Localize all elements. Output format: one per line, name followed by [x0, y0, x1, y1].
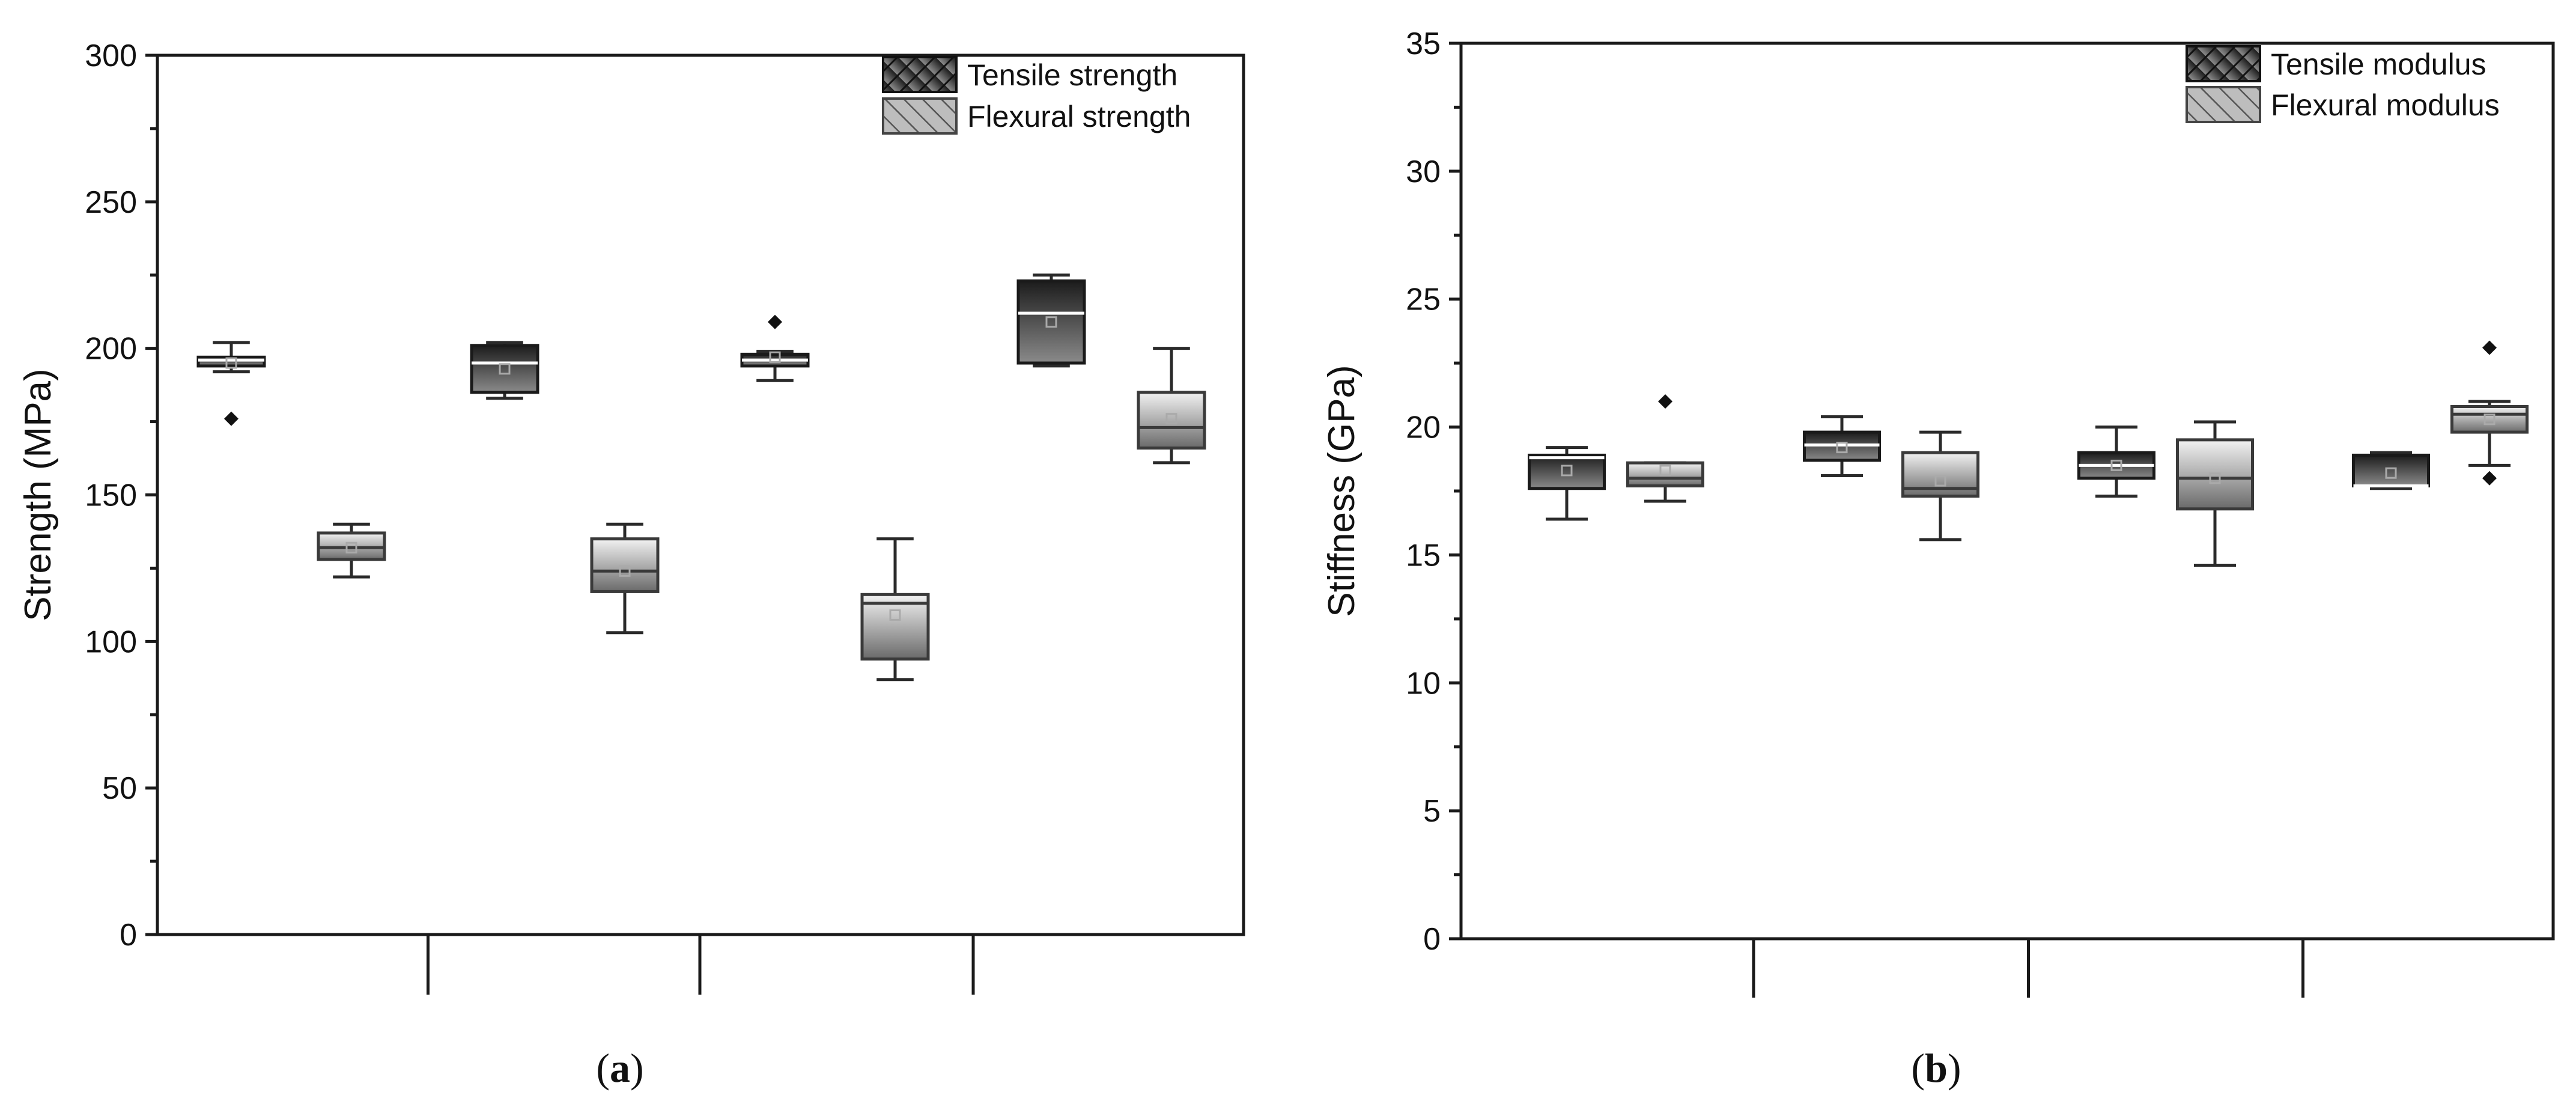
box-iqr [1016, 279, 1086, 365]
y-axis-label: Strength (MPa) [17, 368, 59, 621]
legend-swatch-flexural [2186, 86, 2261, 123]
tensile-box [470, 341, 539, 400]
panel-label-open: ( [1911, 1045, 1925, 1091]
flexural-box [1901, 430, 1979, 541]
y-tick-label: 25 [1406, 282, 1441, 317]
mean-marker [2483, 413, 2496, 425]
outlier-point [2482, 340, 2497, 355]
y-tick-label: 250 [85, 185, 137, 220]
y-tick-label: 150 [85, 478, 137, 513]
mean-marker [1659, 465, 1671, 477]
mean-marker [889, 609, 901, 621]
legend-label-flexural: Flexural strength [967, 100, 1191, 133]
legend-label-tensile: Tensile strength [967, 58, 1177, 92]
mean-marker [2110, 459, 2122, 471]
y-tick-label: 20 [1406, 410, 1441, 445]
mean-marker [1045, 316, 1057, 328]
mean-marker [499, 363, 511, 375]
box-iqr [2176, 438, 2254, 511]
mean-marker [2209, 472, 2221, 484]
y-tick-label: 35 [1406, 26, 1441, 61]
panel-label-close: ) [630, 1045, 644, 1091]
panel-label-close: ) [1948, 1045, 1961, 1091]
panel-a: 0 50 100 150 200 250 300 Strength (MPa) Tensile … [17, 38, 1245, 1091]
plot-frame [1459, 41, 2555, 941]
box-iqr [470, 344, 539, 394]
box-iqr [1528, 453, 1606, 490]
panel-b: 0 5 10 15 20 25 30 35 Stiffness (GPa) Tensile mod… [1321, 26, 2555, 1091]
panel-label-open: ( [596, 1045, 610, 1091]
panel-label-letter: a [610, 1045, 630, 1091]
y-tick-label: 100 [85, 624, 137, 659]
y-tick-label: 15 [1406, 538, 1441, 573]
tensile-box [1528, 446, 1606, 521]
y-tick-label: 200 [85, 332, 137, 367]
legend-label-tensile: Tensile modulus [2271, 47, 2486, 81]
flexural-box [860, 537, 930, 682]
flexural-box [317, 522, 386, 579]
box-iqr [2352, 453, 2430, 487]
outlier-point [224, 411, 238, 426]
mean-marker [619, 565, 631, 577]
y-tick-label: 0 [1423, 922, 1441, 957]
panel-label-letter: b [1925, 1045, 1948, 1091]
flexural-box [2176, 420, 2254, 567]
flexural-box [2450, 340, 2529, 486]
outlier-point [1658, 394, 1672, 409]
y-tick-label: 30 [1406, 154, 1441, 189]
legend-swatch-flexural [882, 97, 958, 135]
y-tick-label: 0 [120, 918, 137, 953]
panel-label: (a) [596, 1045, 643, 1091]
tensile-box [2077, 425, 2155, 498]
y-axis-label: Stiffness (GPa) [1321, 365, 1362, 617]
y-tick-label: 50 [102, 771, 137, 806]
flexural-box [590, 522, 660, 635]
mean-marker [1934, 475, 1946, 487]
tensile-box [1803, 415, 1881, 477]
panel-label: (b) [1911, 1045, 1961, 1091]
mean-marker [1165, 413, 1177, 425]
tensile-box [740, 314, 810, 382]
mean-marker [1561, 465, 1573, 477]
mean-marker [1836, 442, 1848, 454]
y-tick-label: 300 [85, 38, 137, 73]
mean-marker [345, 541, 357, 554]
mean-marker [2385, 467, 2397, 479]
box-iqr [2450, 405, 2529, 434]
tensile-box [2352, 451, 2430, 490]
mean-marker [225, 357, 237, 369]
y-tick-label: 10 [1406, 666, 1441, 701]
outlier-point [768, 314, 782, 329]
legend-swatch-tensile [882, 56, 958, 93]
mean-marker [769, 351, 781, 363]
tensile-box [196, 341, 266, 426]
legend-label-flexural: Flexural modulus [2271, 88, 2500, 122]
flexural-box [1137, 347, 1206, 465]
flexural-box [1626, 394, 1704, 503]
box-iqr [590, 537, 660, 593]
box-iqr [860, 593, 930, 661]
tensile-box [1016, 273, 1086, 368]
y-tick-label: 5 [1423, 794, 1441, 829]
outlier-point [2482, 471, 2497, 486]
box-iqr [1137, 391, 1206, 450]
legend-swatch-tensile [2186, 45, 2261, 82]
box-iqr [1626, 461, 1704, 487]
plot-frame [156, 53, 1245, 936]
